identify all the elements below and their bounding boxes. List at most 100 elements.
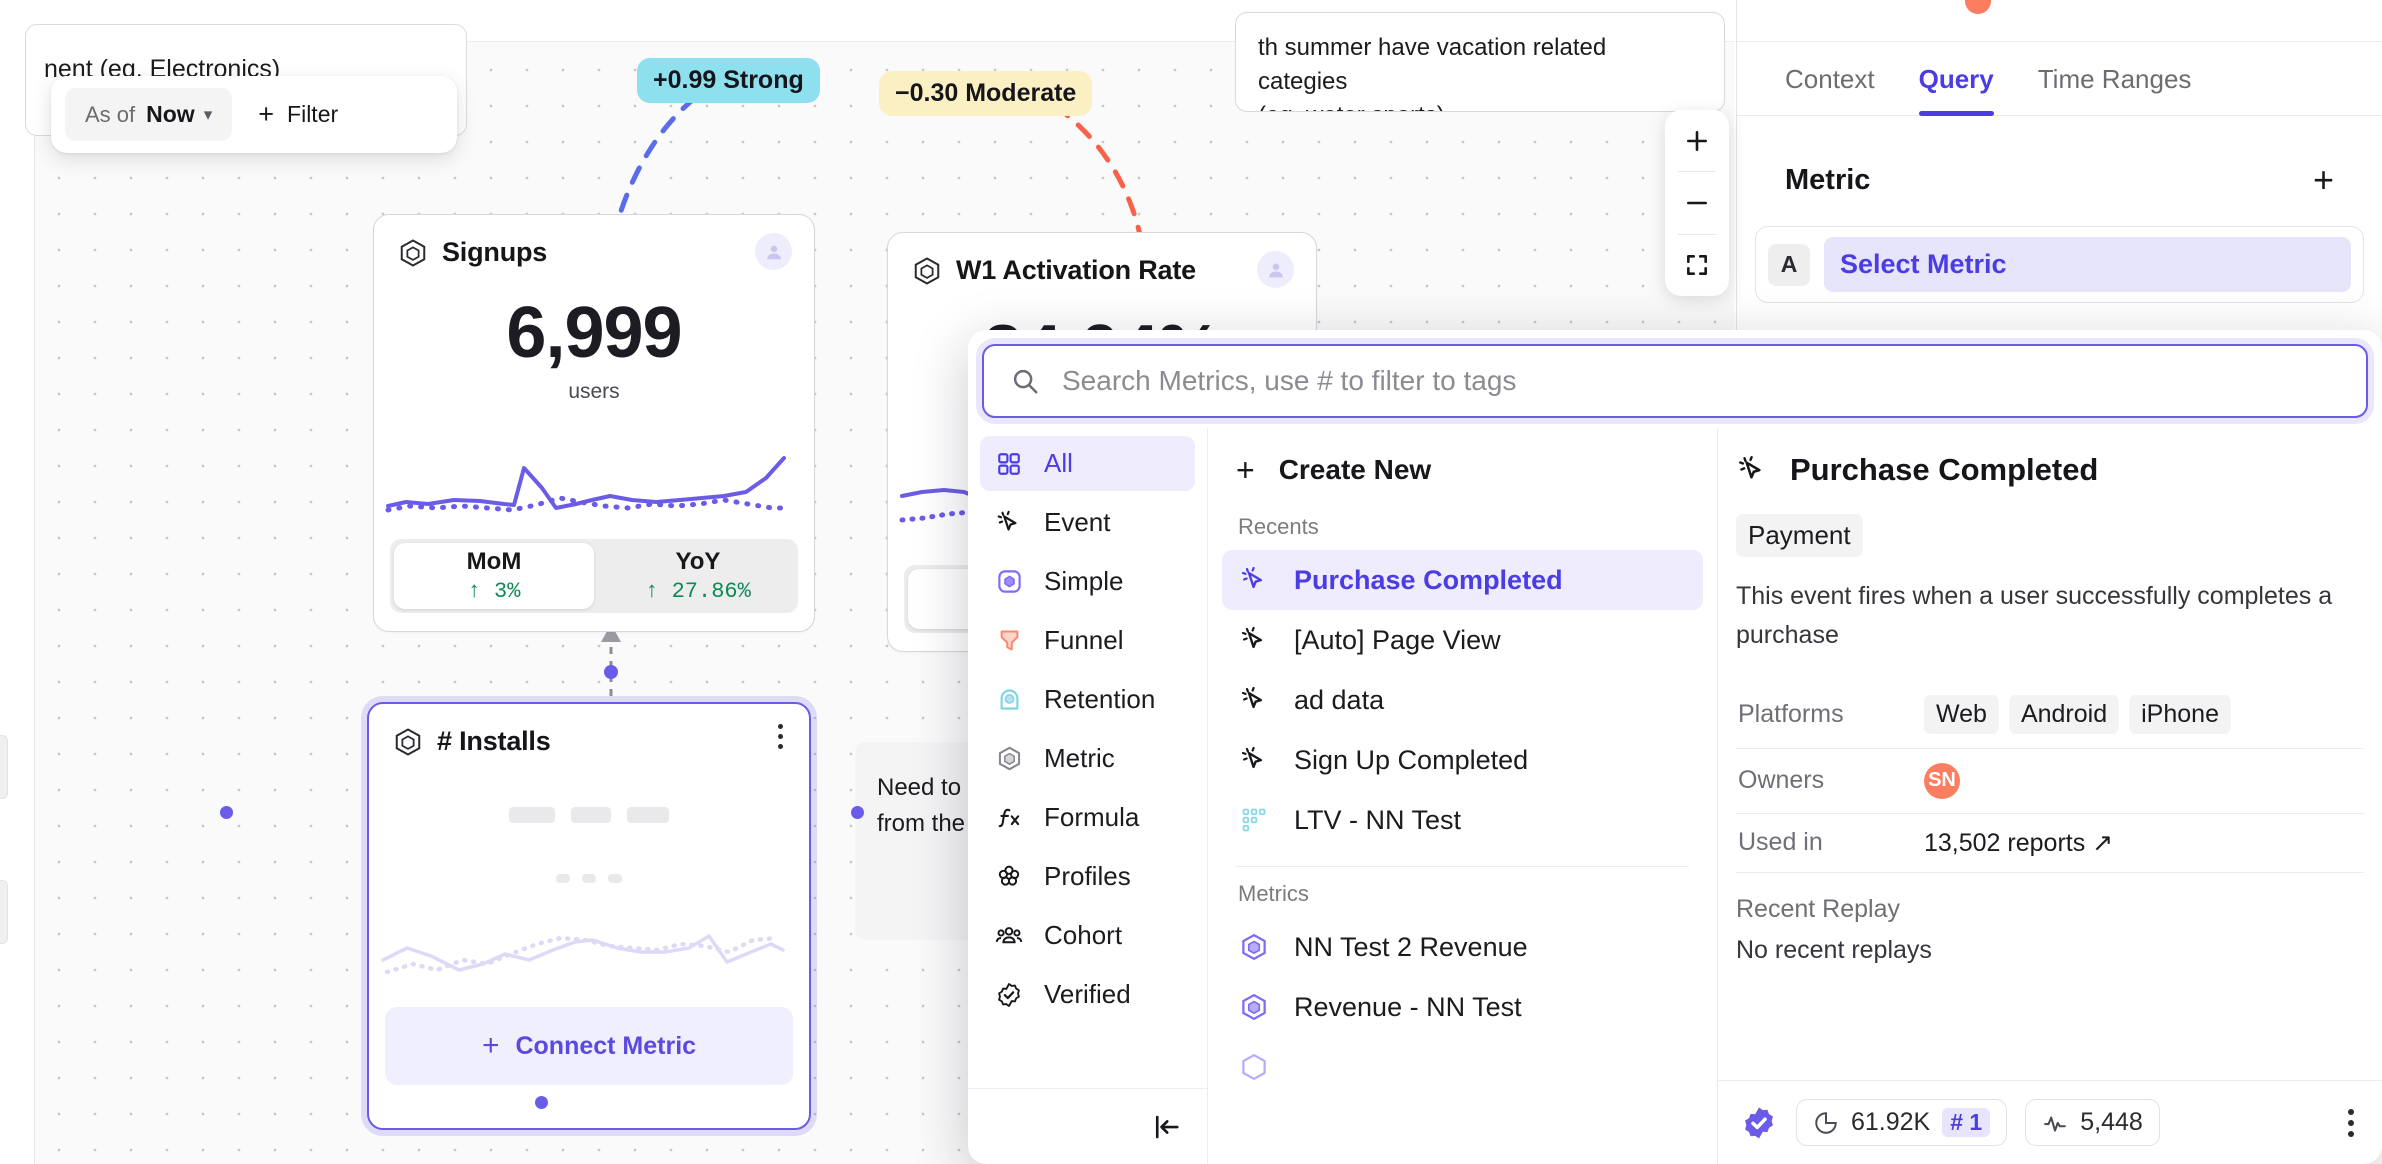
group-label-recents: Recents: [1238, 514, 1319, 539]
hexagon-metric-icon: [994, 744, 1024, 774]
category-profiles[interactable]: Profiles: [980, 849, 1195, 904]
note-tr-line-1: th summer have vacation related categies: [1258, 34, 1607, 96]
tab-context[interactable]: Context: [1785, 64, 1875, 94]
verified-badge-icon: [1745, 1106, 1773, 1139]
toggle-yoy[interactable]: YoY ↑ 27.86%: [598, 539, 798, 613]
correlation-pill-moderate[interactable]: −0.30 Moderate: [879, 71, 1093, 116]
volume-chip[interactable]: 61.92K # 1: [1796, 1099, 2008, 1146]
category-funnel[interactable]: Funnel: [980, 613, 1195, 668]
cursor-click-icon: [1238, 684, 1270, 716]
toggle-delta: ↑ 3%: [467, 579, 521, 604]
select-metric-button[interactable]: Select Metric: [1824, 237, 2351, 292]
plus-icon: +: [1236, 452, 1255, 488]
category-list: All Event: [968, 428, 1207, 1088]
search-box[interactable]: [982, 344, 2368, 418]
detail-body: Purchase Completed Payment This event fi…: [1718, 428, 2382, 1080]
canvas-toolbar[interactable]: As of Now ▾ + Filter: [51, 76, 457, 153]
panel-tabs[interactable]: Context Query Time Ranges: [1737, 42, 2382, 116]
list-item-sign-up-completed[interactable]: Sign Up Completed: [1222, 730, 1703, 790]
query-metric-row[interactable]: A Select Metric: [1755, 226, 2364, 303]
create-new-button[interactable]: + Create New: [1208, 444, 1717, 500]
picker-sidebar-footer: [968, 1088, 1207, 1164]
funnel-icon: [994, 626, 1024, 656]
card-unit: users: [568, 380, 620, 403]
avatar[interactable]: [755, 233, 792, 270]
category-label: Retention: [1044, 684, 1156, 714]
list-item-revenue-nn-test[interactable]: Revenue - NN Test: [1222, 977, 1703, 1037]
list-item-ad-data[interactable]: ad data: [1222, 670, 1703, 730]
zoom-controls[interactable]: [1665, 110, 1729, 296]
selection-handle-left[interactable]: [220, 806, 233, 819]
tab-time-ranges[interactable]: Time Ranges: [2037, 64, 2192, 94]
sparkline: [374, 448, 814, 525]
collapse-left-icon[interactable]: [1151, 1112, 1181, 1142]
detail-header: Purchase Completed: [1736, 452, 2364, 488]
category-all[interactable]: All: [980, 436, 1195, 491]
rank-badge: # 1: [1942, 1108, 1991, 1137]
hexagon-metric-purple-icon: [1238, 991, 1270, 1023]
card-title: Signups: [442, 237, 548, 267]
list-item-ltv-nn-test[interactable]: LTV - NN Test: [1222, 790, 1703, 850]
presence-indicator: [1965, 0, 1991, 14]
list-item-nn-test-2-revenue[interactable]: NN Test 2 Revenue: [1222, 917, 1703, 977]
toggle-mom[interactable]: MoM ↑ 3%: [394, 543, 594, 609]
list-item-label: Revenue - NN Test: [1294, 991, 1522, 1022]
correlation-pill-strong[interactable]: +0.99 Strong: [637, 58, 820, 103]
kebab-menu-icon[interactable]: [2342, 1103, 2360, 1143]
left-rail: [0, 0, 34, 1164]
category-simple[interactable]: Simple: [980, 554, 1195, 609]
category-event[interactable]: Event: [980, 495, 1195, 550]
list-item-partial[interactable]: [1222, 1037, 1703, 1097]
zoom-in-button[interactable]: [1665, 110, 1729, 171]
category-cohort[interactable]: Cohort: [980, 908, 1195, 963]
card-header: # Installs: [369, 704, 809, 757]
activity-chip[interactable]: 5,448: [2025, 1099, 2160, 1146]
note-tr-line-2: (eg. water sports): [1258, 99, 1702, 111]
list-item-label: NN Test 2 Revenue: [1294, 931, 1528, 962]
as-of-dropdown[interactable]: As of Now ▾: [65, 88, 233, 141]
selection-handle-bottom[interactable]: [535, 1096, 548, 1109]
fit-screen-button[interactable]: [1665, 235, 1729, 296]
divider: [1678, 171, 1716, 173]
card-title: W1 Activation Rate: [956, 255, 1196, 285]
hexagon-metric-icon: [395, 727, 421, 756]
metric-picker-popover[interactable]: All Event: [968, 330, 2382, 1164]
category-metric[interactable]: Metric: [980, 731, 1195, 786]
category-formula[interactable]: Formula: [980, 790, 1195, 845]
as-of-value: Now: [146, 101, 195, 127]
category-retention[interactable]: Retention: [980, 672, 1195, 727]
list-item-label: ad data: [1294, 684, 1385, 715]
selection-handle-right[interactable]: [851, 806, 864, 819]
zoom-out-button[interactable]: [1665, 172, 1729, 233]
list-item-purchase-completed[interactable]: Purchase Completed: [1222, 550, 1703, 610]
search-input[interactable]: [1062, 365, 2340, 397]
category-label: Formula: [1044, 802, 1140, 832]
detail-title: Purchase Completed: [1790, 452, 2099, 487]
metric-card-installs[interactable]: # Installs + Connect Metr: [367, 702, 811, 1130]
list-item-auto-page-view[interactable]: [Auto] Page View: [1222, 610, 1703, 670]
cohort-people-icon: [994, 921, 1024, 951]
avatar[interactable]: [1257, 251, 1294, 288]
metric-section-header: Metric +: [1737, 116, 2382, 198]
category-verified[interactable]: Verified: [980, 967, 1195, 1022]
rail-handle-top[interactable]: [0, 735, 8, 799]
platform-web: Web: [1924, 694, 1999, 734]
recent-replay-value: No recent replays: [1736, 935, 1932, 964]
toggle-label: MoM: [466, 548, 522, 575]
section-title: Metric: [1785, 163, 1871, 196]
volume-value: 61.92K: [1851, 1108, 1931, 1136]
sticky-note-top-right[interactable]: th summer have vacation related categies…: [1235, 12, 1725, 112]
comparison-toggle[interactable]: MoM ↑ 3% YoY ↑ 27.86%: [390, 539, 798, 613]
avatar[interactable]: SN: [1924, 762, 1960, 799]
connect-metric-button[interactable]: + Connect Metric: [385, 1007, 793, 1085]
rail-handle-bottom[interactable]: [0, 880, 8, 944]
metric-card-signups[interactable]: Signups 6,999 users MoM ↑: [373, 214, 815, 632]
tab-query[interactable]: Query: [1918, 42, 1994, 116]
kebab-menu-icon[interactable]: [778, 724, 783, 749]
sparkline-placeholder: [369, 918, 809, 993]
add-metric-button[interactable]: +: [2312, 159, 2334, 200]
minus-icon: [1687, 201, 1707, 205]
add-filter-button[interactable]: + Filter: [242, 91, 354, 138]
category-label: Verified: [1044, 979, 1131, 1009]
used-in-link[interactable]: 13,502 reports ↗: [1924, 828, 2114, 857]
